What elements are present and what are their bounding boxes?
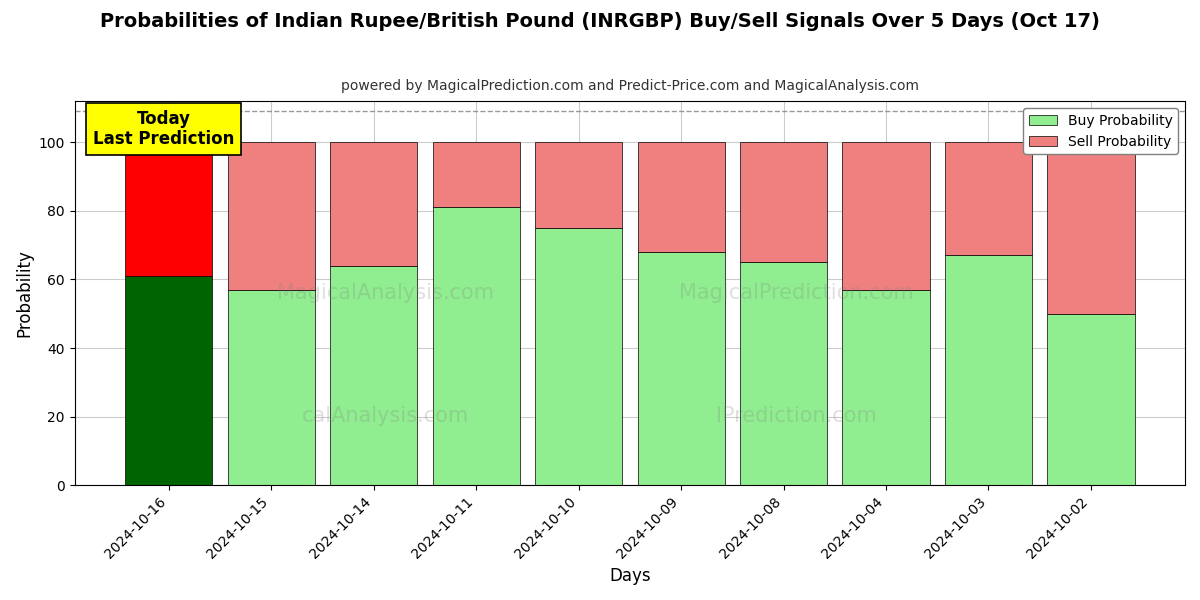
Bar xyxy=(842,290,930,485)
Text: IPrediction.com: IPrediction.com xyxy=(716,406,877,426)
Bar xyxy=(1048,314,1134,485)
Bar xyxy=(330,142,418,266)
Y-axis label: Probability: Probability xyxy=(16,249,34,337)
Bar xyxy=(1048,142,1134,314)
Bar xyxy=(432,142,520,208)
Text: Today
Last Prediction: Today Last Prediction xyxy=(92,110,234,148)
Bar xyxy=(432,208,520,485)
Bar xyxy=(125,276,212,485)
Bar xyxy=(228,290,314,485)
Text: MagicalPrediction.com: MagicalPrediction.com xyxy=(679,283,913,303)
Text: MagicalAnalysis.com: MagicalAnalysis.com xyxy=(277,283,494,303)
X-axis label: Days: Days xyxy=(610,567,650,585)
Bar xyxy=(637,142,725,252)
Bar xyxy=(944,256,1032,485)
Text: calAnalysis.com: calAnalysis.com xyxy=(302,406,469,426)
Bar xyxy=(637,252,725,485)
Bar xyxy=(228,142,314,290)
Bar xyxy=(740,142,827,262)
Bar xyxy=(330,266,418,485)
Bar xyxy=(740,262,827,485)
Title: powered by MagicalPrediction.com and Predict-Price.com and MagicalAnalysis.com: powered by MagicalPrediction.com and Pre… xyxy=(341,79,919,93)
Bar xyxy=(842,142,930,290)
Text: Probabilities of Indian Rupee/British Pound (INRGBP) Buy/Sell Signals Over 5 Day: Probabilities of Indian Rupee/British Po… xyxy=(100,12,1100,31)
Bar xyxy=(535,228,622,485)
Bar xyxy=(125,142,212,276)
Legend: Buy Probability, Sell Probability: Buy Probability, Sell Probability xyxy=(1024,108,1178,154)
Bar xyxy=(535,142,622,228)
Bar xyxy=(944,142,1032,256)
